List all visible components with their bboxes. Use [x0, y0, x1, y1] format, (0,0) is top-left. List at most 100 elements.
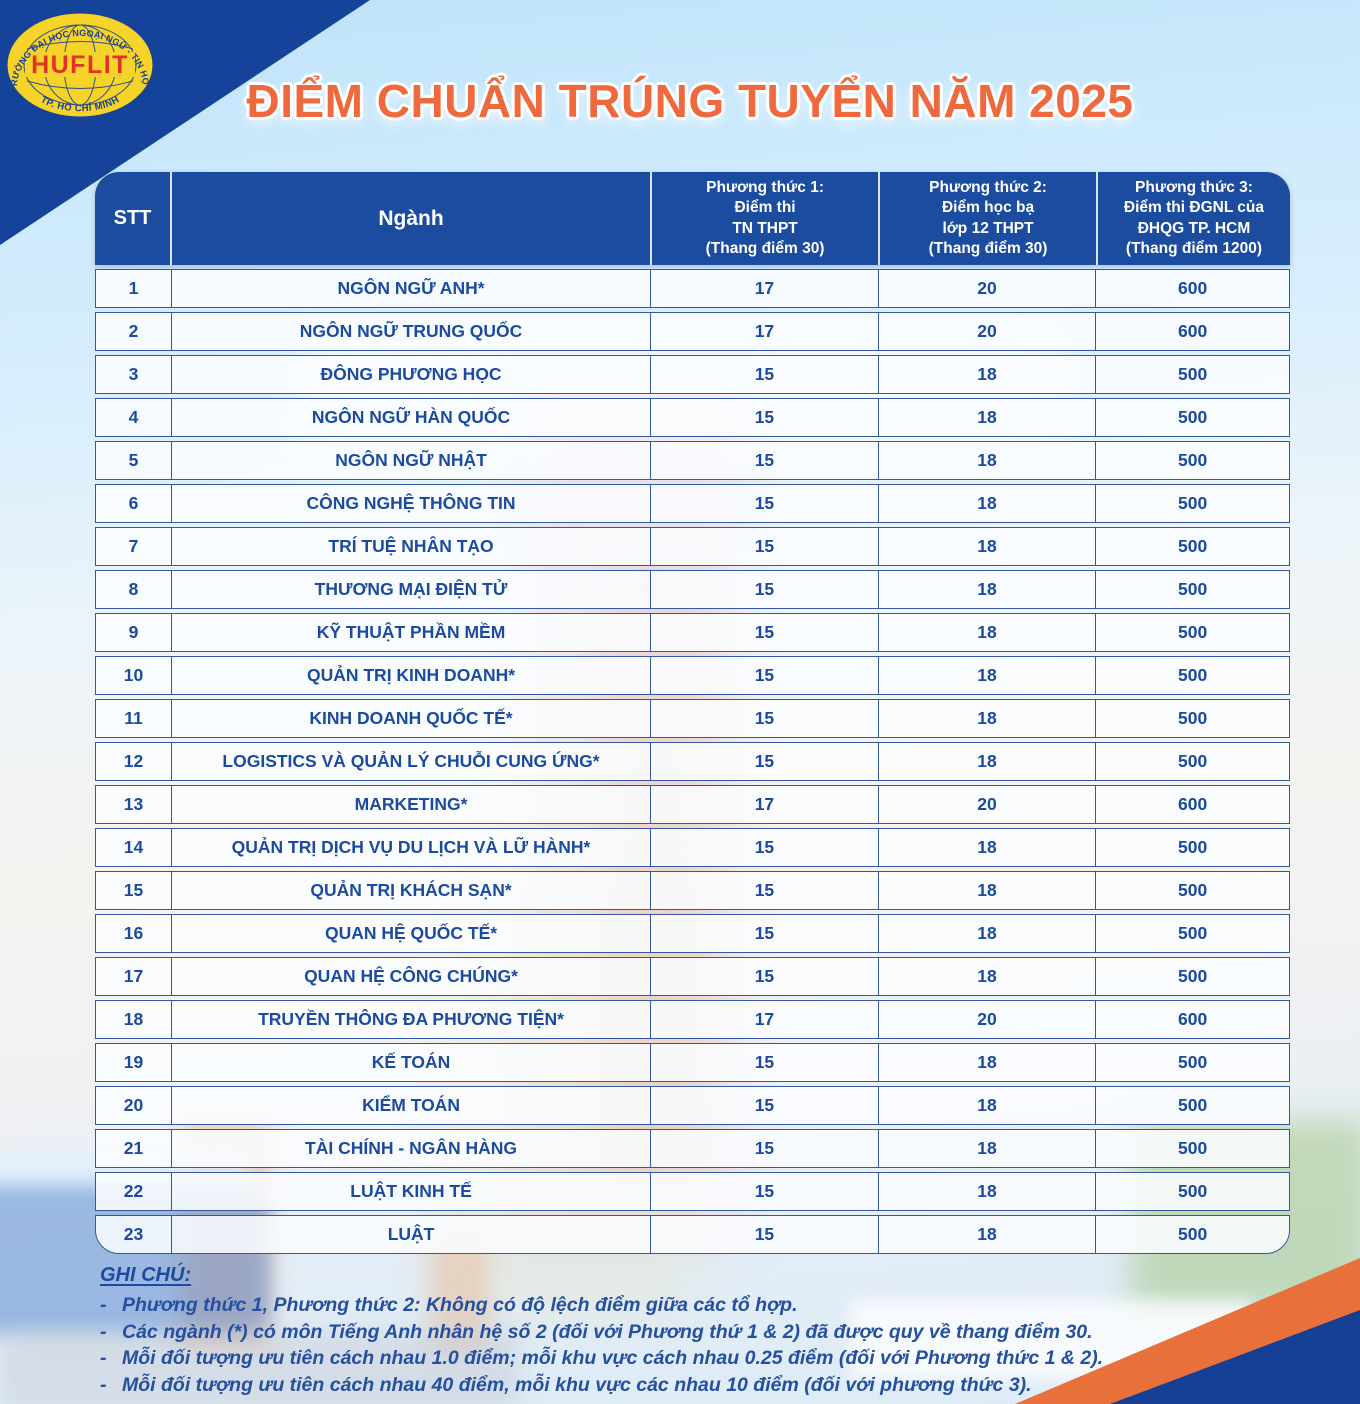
scores-table: STT Ngành Phương thức 1: Điểm thi TN THP…: [95, 172, 1290, 1254]
row-score-method-1: 15: [650, 1130, 878, 1167]
row-stt: 23: [123, 1224, 144, 1244]
row-score-method-2: 18: [877, 356, 1096, 393]
row-major: NGÔN NGỮ TRUNG QUỐC: [170, 313, 650, 350]
row-score-method-1: 15: [650, 1044, 878, 1081]
table-row: 23 LUẬT 15 18 500: [95, 1215, 1290, 1254]
row-score-method-2: 18: [877, 915, 1096, 952]
row-score-method-1: 15: [650, 614, 878, 651]
row-stt: 16: [123, 923, 144, 943]
row-stt: 4: [128, 407, 139, 427]
row-major: KINH DOANH QUỐC TẾ*: [170, 700, 650, 737]
row-score-method-1: 15: [650, 700, 878, 737]
row-score-method-2: 18: [877, 657, 1096, 694]
table-body: 1 NGÔN NGỮ ANH* 17 20 600 2 NGÔN NGỮ TRU…: [95, 269, 1290, 1254]
row-major: MARKETING*: [170, 786, 650, 823]
table-row: 5 NGÔN NGỮ NHẬT 15 18 500: [95, 441, 1290, 480]
row-score-method-3: 500: [1095, 915, 1289, 952]
footnote-text: Mỗi đối tượng ưu tiên cách nhau 1.0 điểm…: [122, 1347, 1104, 1369]
row-score-method-3: 500: [1095, 958, 1289, 995]
row-score-method-2: 18: [877, 1173, 1096, 1210]
row-score-method-2: 20: [877, 786, 1096, 823]
row-score-method-3: 500: [1095, 1130, 1289, 1167]
row-major: ĐÔNG PHƯƠNG HỌC: [170, 356, 650, 393]
table-row: 17 QUAN HỆ CÔNG CHÚNG* 15 18 500: [95, 957, 1290, 996]
row-score-method-1: 15: [650, 399, 878, 436]
row-score-method-1: 15: [650, 1216, 878, 1253]
footnote-dash: -: [100, 1373, 107, 1396]
row-stt: 6: [128, 493, 139, 513]
row-stt: 15: [123, 880, 144, 900]
row-major: LUẬT: [170, 1216, 650, 1253]
footnote-dash: -: [100, 1347, 107, 1369]
row-score-method-3: 500: [1095, 614, 1289, 651]
row-stt: 19: [123, 1052, 144, 1072]
row-score-method-2: 20: [877, 313, 1096, 350]
row-score-method-1: 15: [650, 958, 878, 995]
table-row: 3 ĐÔNG PHƯƠNG HỌC 15 18 500: [95, 355, 1290, 394]
row-major: TRÍ TUỆ NHÂN TẠO: [170, 528, 650, 565]
row-major: QUAN HỆ CÔNG CHÚNG*: [170, 958, 650, 995]
row-score-method-1: 17: [650, 1001, 878, 1038]
table-header: STT Ngành Phương thức 1: Điểm thi TN THP…: [95, 172, 1290, 265]
table-row: 15 QUẢN TRỊ KHÁCH SẠN* 15 18 500: [95, 871, 1290, 910]
header-method-3: Phương thức 3: Điểm thi ĐGNL của ĐHQG TP…: [1096, 172, 1290, 265]
row-score-method-2: 18: [877, 1216, 1096, 1253]
row-major: CÔNG NGHỆ THÔNG TIN: [170, 485, 650, 522]
footnotes: GHI CHÚ: - Phương thức 1, Phương thức 2:…: [100, 1264, 1180, 1398]
row-stt: 9: [128, 622, 139, 642]
row-score-method-3: 500: [1095, 528, 1289, 565]
row-stt: 12: [123, 751, 144, 771]
footnote-text: Phương thức 1, Phương thức 2: Không có đ…: [122, 1294, 798, 1316]
header-stt: STT: [113, 207, 152, 230]
table-row: 10 QUẢN TRỊ KINH DOANH* 15 18 500: [95, 656, 1290, 695]
table-row: 11 KINH DOANH QUỐC TẾ* 15 18 500: [95, 699, 1290, 738]
row-score-method-1: 15: [650, 872, 878, 909]
table-row: 8 THƯƠNG MẠI ĐIỆN TỬ 15 18 500: [95, 570, 1290, 609]
row-score-method-2: 18: [877, 1130, 1096, 1167]
row-score-method-3: 500: [1095, 571, 1289, 608]
logo-acronym: HUFLIT: [31, 51, 129, 79]
table-row: 6 CÔNG NGHỆ THÔNG TIN 15 18 500: [95, 484, 1290, 523]
row-stt: 13: [123, 794, 144, 814]
row-major: NGÔN NGỮ HÀN QUỐC: [170, 399, 650, 436]
table-row: 14 QUẢN TRỊ DỊCH VỤ DU LỊCH VÀ LỮ HÀNH* …: [95, 828, 1290, 867]
row-major: NGÔN NGỮ NHẬT: [170, 442, 650, 479]
row-score-method-3: 500: [1095, 1216, 1289, 1253]
row-score-method-1: 15: [650, 528, 878, 565]
row-major: LOGISTICS VÀ QUẢN LÝ CHUỖI CUNG ỨNG*: [170, 743, 650, 780]
table-row: 21 TÀI CHÍNH - NGÂN HÀNG 15 18 500: [95, 1129, 1290, 1168]
row-score-method-3: 500: [1095, 1173, 1289, 1210]
row-major: QUẢN TRỊ KHÁCH SẠN*: [170, 872, 650, 909]
row-major: QUẢN TRỊ DỊCH VỤ DU LỊCH VÀ LỮ HÀNH*: [170, 829, 650, 866]
footnotes-heading: GHI CHÚ:: [100, 1264, 192, 1286]
row-score-method-1: 17: [650, 313, 878, 350]
row-score-method-3: 600: [1095, 786, 1289, 823]
row-score-method-3: 500: [1095, 700, 1289, 737]
row-stt: 14: [123, 837, 144, 857]
table-row: 2 NGÔN NGỮ TRUNG QUỐC 17 20 600: [95, 312, 1290, 351]
row-score-method-2: 18: [877, 743, 1096, 780]
row-score-method-2: 18: [877, 528, 1096, 565]
table-row: 13 MARKETING* 17 20 600: [95, 785, 1290, 824]
row-score-method-1: 15: [650, 442, 878, 479]
row-score-method-1: 15: [650, 657, 878, 694]
row-score-method-3: 500: [1095, 1044, 1289, 1081]
footnote-item: - Phương thức 1, Phương thức 2: Không có…: [100, 1292, 1180, 1319]
footnote-text: Mỗi đối tượng ưu tiên cách nhau 40 điểm,…: [122, 1373, 1032, 1396]
row-score-method-2: 18: [877, 571, 1096, 608]
row-major: TÀI CHÍNH - NGÂN HÀNG: [170, 1130, 650, 1167]
row-score-method-1: 17: [650, 270, 878, 307]
row-score-method-3: 600: [1095, 313, 1289, 350]
row-stt: 18: [123, 1009, 144, 1029]
row-stt: 21: [123, 1138, 144, 1158]
row-score-method-2: 18: [877, 1044, 1096, 1081]
row-stt: 17: [123, 966, 144, 986]
row-score-method-2: 18: [877, 1087, 1096, 1124]
row-stt: 8: [128, 579, 139, 599]
table-row: 18 TRUYỀN THÔNG ĐA PHƯƠNG TIỆN* 17 20 60…: [95, 1000, 1290, 1039]
footnote-item: - Các ngành (*) có môn Tiếng Anh nhân hệ…: [100, 1319, 1180, 1346]
row-score-method-1: 15: [650, 743, 878, 780]
table-row: 1 NGÔN NGỮ ANH* 17 20 600: [95, 269, 1290, 308]
table-row: 20 KIỂM TOÁN 15 18 500: [95, 1086, 1290, 1125]
row-major: KỸ THUẬT PHẦN MỀM: [170, 614, 650, 651]
